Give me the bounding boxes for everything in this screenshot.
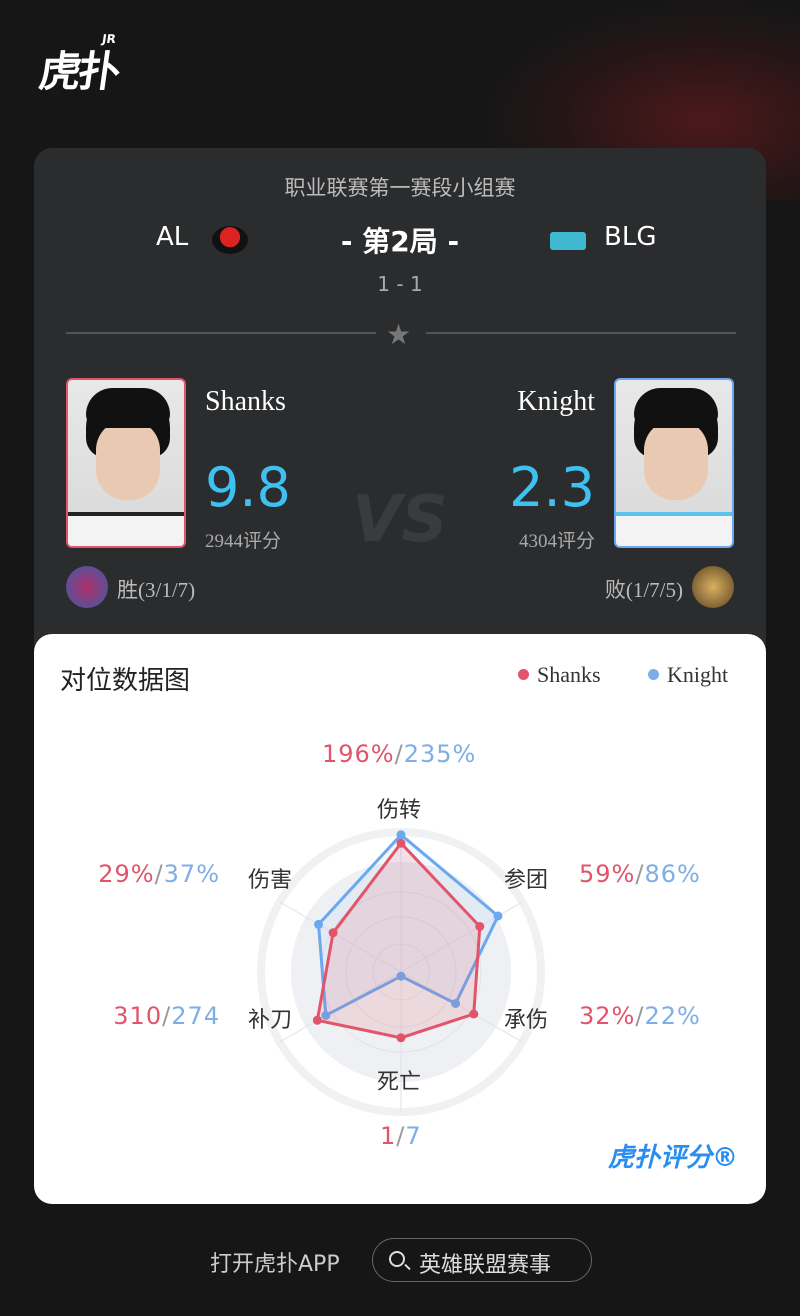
chart-title: 对位数据图 <box>60 666 191 696</box>
series-score: 1 - 1 <box>377 272 423 296</box>
divider <box>426 332 736 334</box>
champion-icon <box>66 566 108 608</box>
axis-label: 参团 <box>504 868 549 893</box>
player-name: Knight <box>517 386 595 417</box>
star-icon: ★ <box>386 318 412 351</box>
game-result: 败(1/7/5) <box>604 578 683 602</box>
knight-value: 86% <box>644 860 701 888</box>
shanks-value: 196% <box>322 740 395 768</box>
knight-value: 22% <box>644 1002 701 1030</box>
knight-value: 37% <box>163 860 220 888</box>
axis-label: 补刀 <box>248 1008 293 1033</box>
radar-point <box>396 838 406 848</box>
knight-value: 7 <box>405 1122 422 1150</box>
divider <box>66 332 376 334</box>
hupu-rating-logo: 虎扑评分® <box>607 1143 738 1173</box>
rating-count: 2944评分 <box>205 531 282 552</box>
vs-label: VS <box>352 483 448 557</box>
match-card: 职业联赛第一赛段小组赛 AL - 第2局 - BLG 1 - 1 ★ Shank… <box>34 148 766 668</box>
al-logo <box>212 226 248 254</box>
radar-card: 对位数据图 Shanks Knight 伤转 196%/235% 参团 59%/86%… <box>34 634 766 1204</box>
search-icon <box>389 1251 405 1267</box>
legend-shanks: Shanks <box>518 662 601 688</box>
axis-value: 32%/22% <box>579 1002 701 1030</box>
champion-icon <box>692 566 734 608</box>
axis-value: 1/7 <box>380 1122 422 1150</box>
axis-value: 29%/37% <box>98 860 220 888</box>
player-rating: 9.8 <box>205 456 291 519</box>
axis-value: 196%/235% <box>322 740 477 768</box>
shanks-value: 310 <box>113 1002 163 1030</box>
player-photo-shanks[interactable] <box>66 378 186 548</box>
axis-value: 59%/86% <box>579 860 701 888</box>
search-button[interactable]: 英雄联盟赛事 <box>372 1238 592 1282</box>
hupu-logo: 虎扑 JR <box>36 32 122 96</box>
radar-point <box>321 1010 331 1020</box>
radar-series-shanks <box>315 840 482 1040</box>
radar-point <box>314 919 324 929</box>
radar-point <box>396 971 406 981</box>
player-name: Shanks <box>205 386 286 417</box>
radar-point <box>451 999 461 1008</box>
game-result: 胜(3/1/7) <box>117 578 196 602</box>
shanks-value: 29% <box>98 860 155 888</box>
radar-point <box>312 1015 322 1025</box>
blg-logo <box>550 232 586 250</box>
radar-point <box>396 1033 406 1043</box>
radar-axis-line <box>279 901 402 973</box>
rating-count: 4304评分 <box>518 531 595 552</box>
open-app-link[interactable]: 打开虎扑APP <box>210 1252 340 1277</box>
axis-value: 310/274 <box>113 1002 220 1030</box>
radar-point <box>328 928 338 938</box>
radar-point <box>469 1009 479 1019</box>
player-rating: 2.3 <box>509 456 595 519</box>
axis-label: 伤转 <box>377 798 422 823</box>
league-name: 职业联赛第一赛段小组赛 <box>284 176 516 200</box>
team-right: BLG <box>604 222 657 252</box>
radar-axis-line <box>400 901 523 973</box>
shanks-value: 32% <box>579 1002 636 1030</box>
radar-axis-line <box>400 971 523 1043</box>
radar-chart <box>257 828 545 1116</box>
radar-point <box>493 911 503 921</box>
knight-value: 274 <box>171 1002 220 1030</box>
shanks-value: 1 <box>380 1122 397 1150</box>
axis-label: 死亡 <box>377 1070 422 1095</box>
shanks-value: 59% <box>579 860 636 888</box>
radar-point <box>396 830 406 840</box>
legend-knight: Knight <box>648 662 728 688</box>
team-left: AL <box>156 222 189 252</box>
knight-value: 235% <box>403 740 477 768</box>
axis-label: 伤害 <box>248 868 293 893</box>
axis-label: 承伤 <box>504 1008 549 1033</box>
radar-point <box>475 922 485 931</box>
game-number: - 第2局 - <box>340 225 460 258</box>
player-photo-knight[interactable] <box>614 378 734 548</box>
